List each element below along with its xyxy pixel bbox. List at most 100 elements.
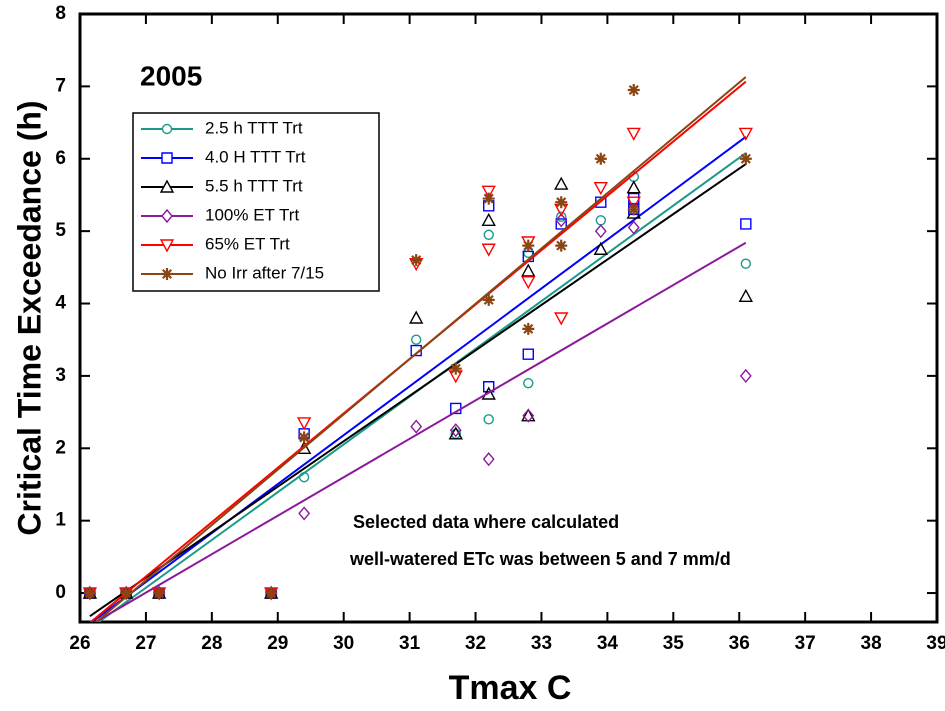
marker xyxy=(739,368,752,383)
y-tick-label: 3 xyxy=(55,365,66,386)
marker xyxy=(481,185,496,199)
y-tick-label: 0 xyxy=(55,582,66,603)
y-tick-label: 6 xyxy=(55,148,66,169)
x-tick-label: 28 xyxy=(201,633,222,654)
marker xyxy=(594,224,607,239)
marker xyxy=(298,506,311,521)
marker xyxy=(449,362,462,375)
legend-label: 4.0 H TTT Trt xyxy=(205,147,306,166)
marker xyxy=(738,127,754,141)
marker xyxy=(481,212,496,226)
marker xyxy=(298,431,311,444)
x-tick-label: 36 xyxy=(729,633,750,654)
marker xyxy=(521,263,536,277)
marker xyxy=(593,182,608,196)
marker xyxy=(555,213,568,228)
marker xyxy=(409,310,424,324)
x-tick-label: 34 xyxy=(597,633,619,654)
marker xyxy=(522,348,534,360)
marker xyxy=(555,239,568,252)
marker xyxy=(482,192,495,205)
x-tick-label: 30 xyxy=(333,633,354,654)
y-tick-label: 8 xyxy=(55,3,66,24)
marker xyxy=(626,196,641,210)
trend-line xyxy=(94,76,747,622)
legend-label: 5.5 h TTT Trt xyxy=(205,176,303,195)
marker xyxy=(410,254,423,267)
marker xyxy=(298,472,310,483)
x-tick-label: 29 xyxy=(267,633,288,654)
marker xyxy=(410,344,422,357)
marker xyxy=(739,152,752,165)
marker xyxy=(483,414,494,425)
marker xyxy=(482,452,495,467)
y-tick-label: 1 xyxy=(55,510,66,531)
marker xyxy=(595,215,606,226)
marker xyxy=(522,250,534,263)
marker xyxy=(593,241,608,255)
marker xyxy=(522,322,535,335)
x-tick-label: 27 xyxy=(135,633,156,654)
x-tick-label: 31 xyxy=(399,633,421,654)
marker xyxy=(554,312,569,326)
y-tick-label: 7 xyxy=(55,75,66,96)
marker xyxy=(161,123,173,135)
marker xyxy=(161,152,173,164)
marker xyxy=(481,243,496,257)
annotation: Selected data where calculated xyxy=(353,512,619,532)
x-tick-label: 33 xyxy=(531,633,552,654)
marker xyxy=(556,211,567,222)
marker xyxy=(521,276,536,290)
marker xyxy=(594,152,607,165)
trend-line xyxy=(93,241,747,622)
marker xyxy=(738,288,754,302)
x-tick-label: 35 xyxy=(663,633,685,654)
marker xyxy=(159,179,175,193)
marker xyxy=(626,127,641,141)
marker xyxy=(450,402,462,415)
x-tick-label: 32 xyxy=(465,633,486,654)
annotation: well-watered ETc was between 5 and 7 mm/… xyxy=(349,549,731,569)
chart-title: 2005 xyxy=(140,60,202,91)
marker xyxy=(627,84,640,96)
y-axis-label: Critical Time Exceedance (h) xyxy=(11,100,47,535)
marker xyxy=(153,587,166,600)
marker xyxy=(411,334,422,345)
x-tick-label: 26 xyxy=(69,633,90,654)
marker xyxy=(161,208,173,224)
x-tick-label: 39 xyxy=(926,633,945,654)
x-axis-label: Tmax C xyxy=(449,669,572,707)
marker xyxy=(522,408,535,423)
marker xyxy=(410,419,423,434)
legend-label: No Irr after 7/15 xyxy=(205,263,324,282)
x-tick-label: 37 xyxy=(795,633,816,654)
trend-line xyxy=(89,163,747,617)
plot-frame xyxy=(78,12,939,624)
marker xyxy=(296,417,312,431)
marker xyxy=(627,220,640,235)
legend-label: 65% ET Trt xyxy=(205,234,290,253)
marker xyxy=(265,587,278,600)
y-tick-label: 5 xyxy=(55,220,66,241)
marker xyxy=(483,229,494,240)
marker xyxy=(120,587,133,600)
marker xyxy=(83,587,96,600)
marker xyxy=(449,423,462,438)
marker xyxy=(740,258,752,269)
marker xyxy=(626,180,641,194)
marker xyxy=(483,381,495,393)
x-tick-label: 38 xyxy=(861,633,882,654)
marker xyxy=(159,239,175,253)
y-tick-label: 4 xyxy=(55,293,66,314)
marker xyxy=(482,293,495,306)
marker xyxy=(523,377,534,389)
legend-label: 2.5 h TTT Trt xyxy=(205,118,303,137)
marker xyxy=(627,203,640,216)
marker xyxy=(161,268,173,280)
marker xyxy=(554,176,569,190)
legend-label: 100% ET Trt xyxy=(205,205,299,224)
marker xyxy=(298,428,310,440)
legend-box xyxy=(132,112,380,292)
y-tick-label: 2 xyxy=(55,437,66,458)
